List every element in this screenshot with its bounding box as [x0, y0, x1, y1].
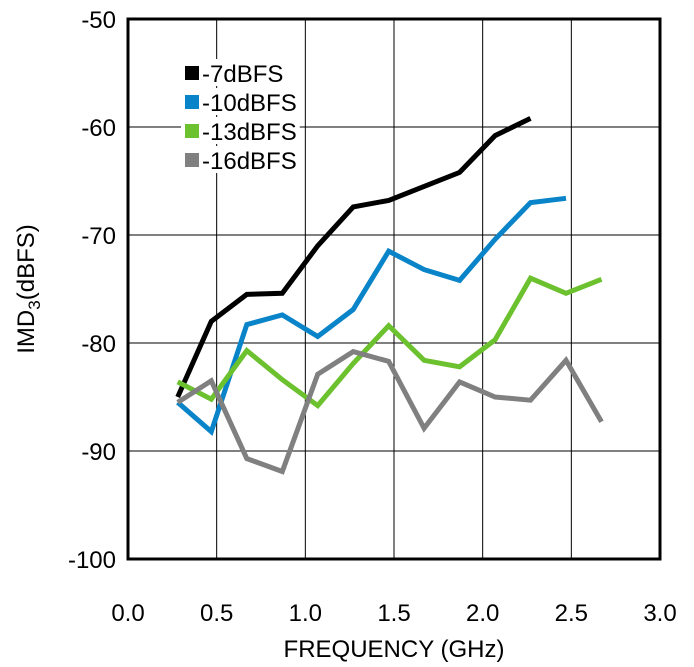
y-tick-label: -70 — [81, 223, 116, 250]
legend: -7dBFS-10dBFS-13dBFS-16dBFS — [181, 59, 300, 175]
legend-entry-background — [181, 117, 300, 144]
legend-label: -13dBFS — [202, 119, 297, 146]
x-tick-label: 2.0 — [466, 600, 499, 627]
x-tick-label: 2.5 — [555, 600, 588, 627]
y-tick-labels: -50 -60 -70 -80 -90 -100 — [68, 7, 116, 574]
x-axis-title: FREQUENCY (GHz) — [284, 636, 505, 663]
y-axis-title-unit: (dBFS) — [13, 224, 40, 300]
legend-swatch — [185, 153, 199, 167]
legend-swatch — [185, 95, 199, 109]
plot-area-frame — [126, 17, 662, 561]
x-tick-label: 3.0 — [643, 600, 676, 627]
series-line — [176, 275, 603, 409]
y-tick-label: -100 — [68, 547, 116, 574]
legend-entry-background — [181, 146, 300, 173]
y-tick-label: -50 — [81, 7, 116, 34]
x-tick-labels: 0.0 0.5 1.0 1.5 2.0 2.5 3.0 — [111, 600, 676, 627]
series-line — [176, 348, 604, 475]
series-lines — [175, 116, 604, 475]
legend-swatch — [185, 66, 199, 80]
series-line — [176, 195, 567, 436]
y-tick-label: -60 — [81, 115, 116, 142]
y-tick-label: -90 — [81, 439, 116, 466]
x-tick-label: 0.0 — [111, 600, 144, 627]
legend-label: -16dBFS — [202, 148, 297, 175]
x-tick-label: 0.5 — [200, 600, 233, 627]
y-axis-title: IMD3(dBFS) — [13, 224, 44, 353]
x-tick-label: 1.0 — [289, 600, 322, 627]
y-axis-title-subscript: 3 — [25, 300, 44, 309]
x-tick-label: 1.5 — [377, 600, 410, 627]
legend-entry-background — [181, 88, 300, 115]
y-axis-title-main: IMD — [13, 310, 40, 354]
legend-swatch — [185, 124, 199, 138]
legend-label: -7dBFS — [202, 61, 283, 88]
y-tick-label: -80 — [81, 331, 116, 358]
series-line — [175, 116, 532, 399]
legend-label: -10dBFS — [202, 90, 297, 117]
